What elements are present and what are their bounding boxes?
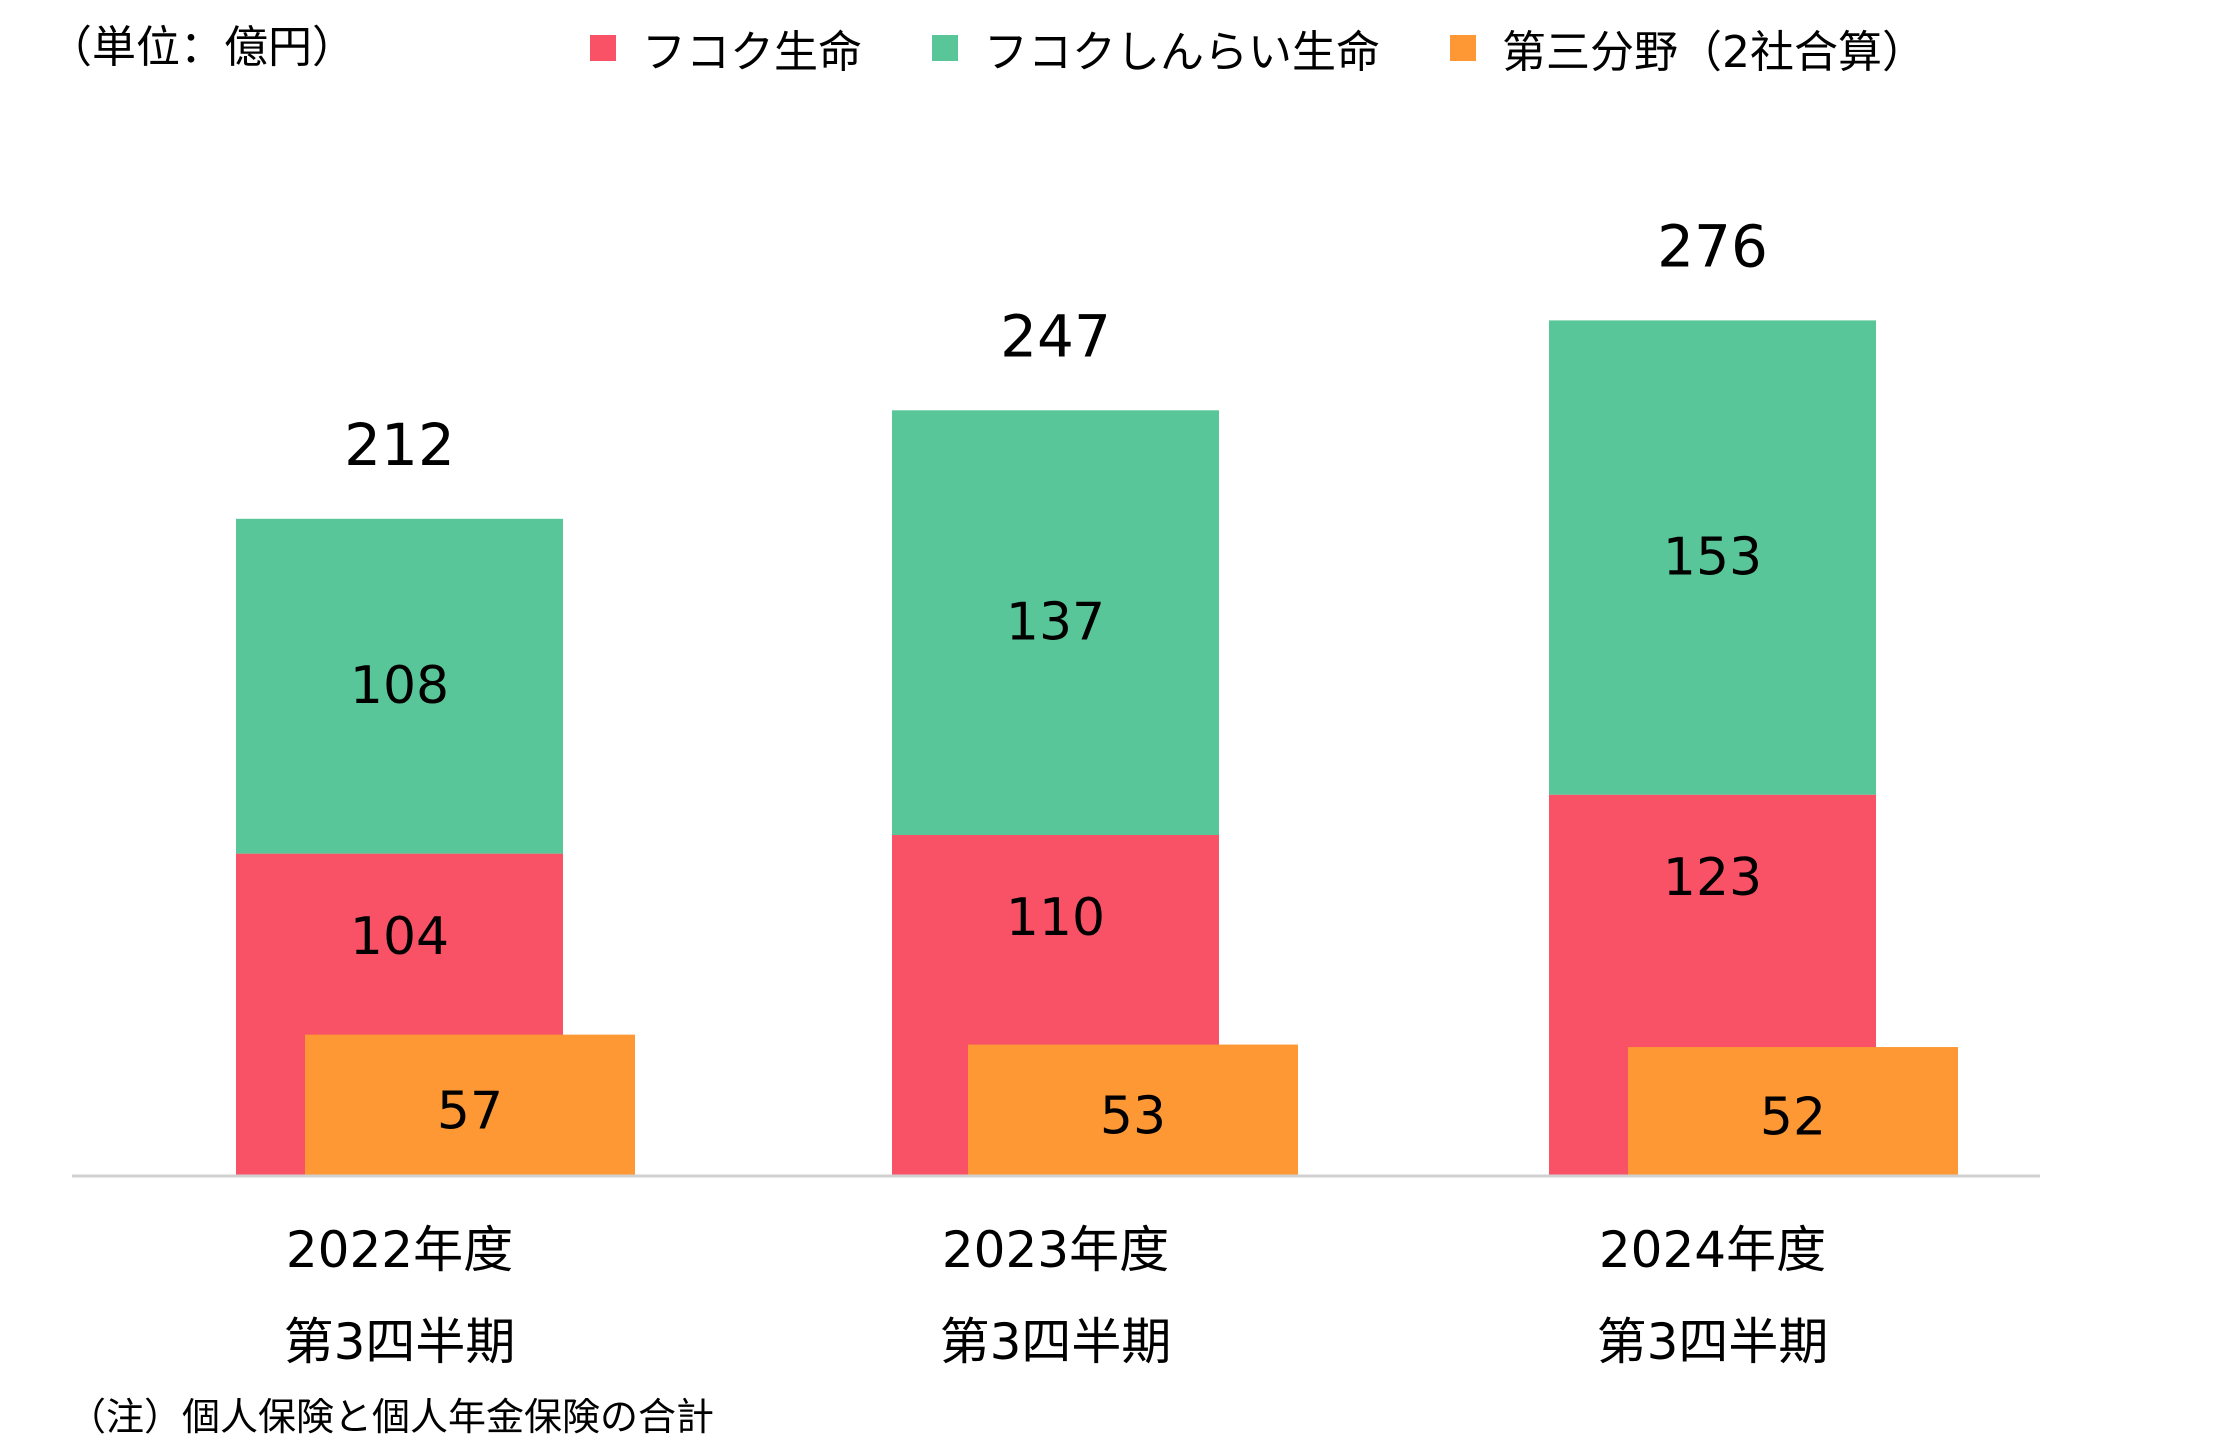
legend-item-third-sector: 第三分野（2社合算） <box>1450 16 1926 80</box>
legend-swatch-fukoku-shinrai-life <box>932 35 958 61</box>
total-label-1: 247 <box>1000 302 1111 370</box>
data-label-fukoku-shinrai-life-1: 137 <box>1006 593 1105 653</box>
data-label-third-sector-0: 57 <box>437 1081 503 1141</box>
x-tick-label-0-1: 第3四半期 <box>284 1313 516 1371</box>
data-label-fukoku-shinrai-life-2: 153 <box>1663 528 1762 588</box>
data-label-fukoku-shinrai-life-0: 108 <box>350 656 449 716</box>
data-label-fukoku-life-2: 123 <box>1663 848 1762 908</box>
data-labels-layer: 104 108 57 212 110 137 53 247 123 153 52 276 <box>344 212 1826 1147</box>
bars-layer <box>236 320 1958 1176</box>
x-tick-label-1-1: 第3四半期 <box>940 1313 1172 1371</box>
legend-label-third-sector: 第三分野（2社合算） <box>1502 27 1926 78</box>
data-label-third-sector-2: 52 <box>1760 1088 1826 1148</box>
legend: フコク生命 フコクしんらい生命 第三分野（2社合算） <box>590 18 1996 78</box>
data-label-fukoku-life-0: 104 <box>350 907 449 967</box>
bar-third-sector-2 <box>1628 1047 1958 1176</box>
bar-third-sector-1 <box>968 1044 1298 1176</box>
total-label-2: 276 <box>1657 212 1768 280</box>
bar-third-sector-0 <box>305 1034 635 1176</box>
total-label-0: 212 <box>344 411 455 479</box>
data-label-third-sector-1: 53 <box>1100 1086 1166 1146</box>
data-label-fukoku-life-1: 110 <box>1006 888 1105 948</box>
bar-fukoku-shinrai-life-1 <box>892 410 1219 835</box>
footnote: （注）個人保険と個人年金保険の合計 <box>68 1395 715 1439</box>
legend-label-fukoku-life: フコク生命 <box>642 27 862 78</box>
bar-fukoku-shinrai-life-0 <box>236 518 563 854</box>
legend-item-fukoku-life: フコク生命 <box>590 16 862 80</box>
x-tick-label-1-0: 2023年度 <box>942 1221 1169 1279</box>
x-tick-label-0-0: 2022年度 <box>286 1221 513 1279</box>
legend-item-fukoku-shinrai-life: フコクしんらい生命 <box>932 16 1380 80</box>
x-tick-label-2-0: 2024年度 <box>1599 1221 1826 1279</box>
x-tick-label-2-1: 第3四半期 <box>1597 1313 1829 1371</box>
legend-swatch-fukoku-life <box>590 35 616 61</box>
legend-label-fukoku-shinrai-life: フコクしんらい生命 <box>984 27 1380 78</box>
bar-fukoku-shinrai-life-2 <box>1549 320 1876 795</box>
legend-swatch-third-sector <box>1450 35 1476 61</box>
unit-label: （単位：億円） <box>48 22 356 73</box>
